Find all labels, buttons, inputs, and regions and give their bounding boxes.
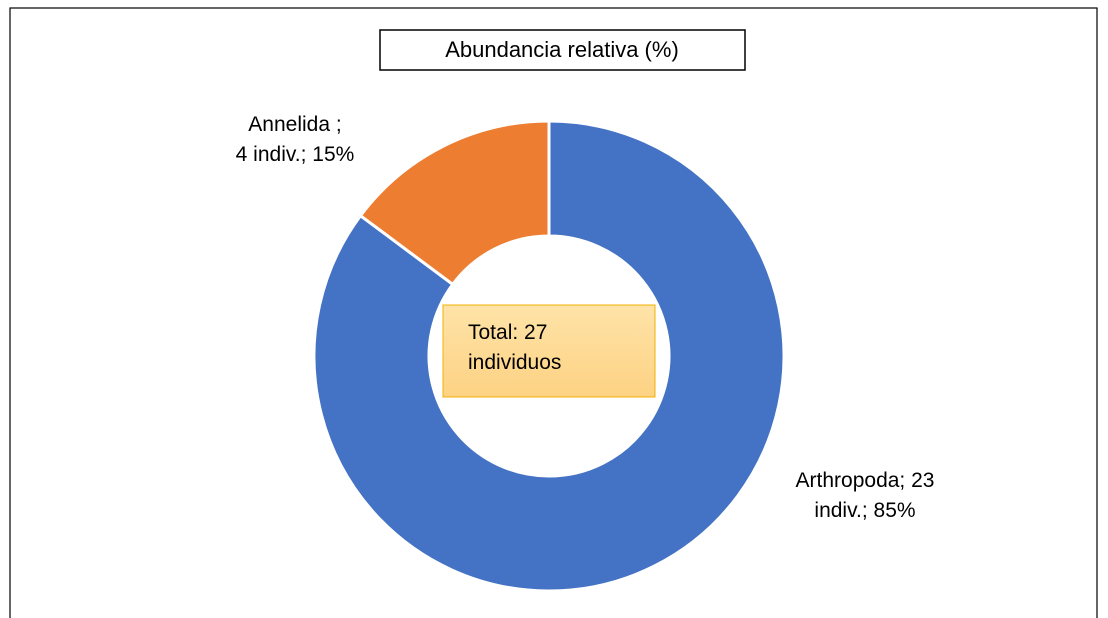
chart-title: Abundancia relativa (%) — [445, 37, 679, 62]
donut — [312, 119, 786, 593]
title-box — [379, 29, 746, 71]
annotation: Total: 27 individuos — [468, 321, 562, 374]
donut-slice — [312, 119, 786, 593]
annotation-box — [442, 304, 656, 398]
donut-slice — [358, 119, 551, 287]
data-label: Arthropoda; 23 indiv.; 85% — [795, 469, 935, 522]
data-label: Annelida ; 4 indiv.; 15% — [235, 113, 355, 166]
